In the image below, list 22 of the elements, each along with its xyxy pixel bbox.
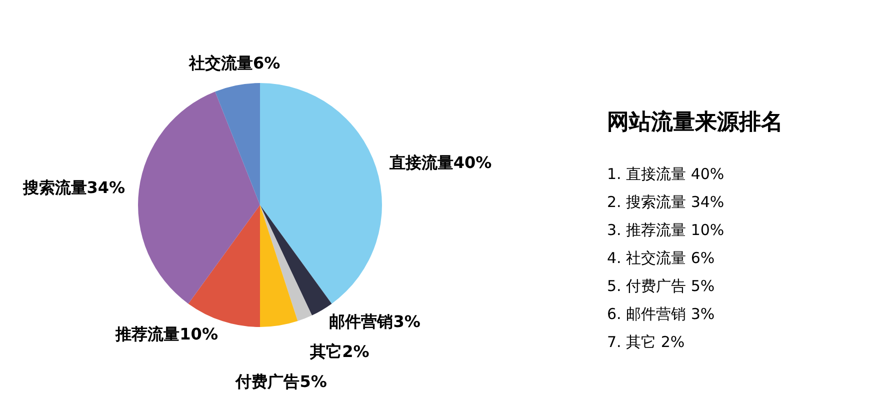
text: 6. 邮件营销 3%	[607, 305, 715, 323]
pie-slice	[260, 205, 298, 327]
slice-label: 其它2%	[309, 342, 370, 362]
pie-slice	[215, 83, 260, 205]
pie-slice	[260, 205, 312, 322]
slice-label: 推荐流量10%	[114, 324, 218, 344]
pie-slice	[260, 83, 382, 304]
pie-slice	[188, 205, 260, 327]
slice-label: 付费广告5%	[234, 372, 327, 392]
pie-slice	[138, 92, 260, 304]
slice-label: 社交流量6%	[188, 54, 280, 73]
text: 7. 其它 2%	[607, 333, 685, 351]
text: 3. 推荐流量 10%	[607, 221, 724, 239]
text: 1. 直接流量 40%	[607, 165, 724, 183]
text: 4. 社交流量 6%	[607, 249, 715, 267]
slice-label: 邮件营销3%	[329, 312, 420, 332]
text: 网站流量来源排名	[607, 109, 783, 135]
pie-slice	[260, 205, 332, 316]
text: 2. 搜索流量 34%	[607, 193, 724, 211]
text: 5. 付费广告 5%	[607, 277, 715, 295]
slice-label: 直接流量40%	[388, 152, 492, 172]
slice-label: 搜索流量34%	[22, 178, 126, 197]
